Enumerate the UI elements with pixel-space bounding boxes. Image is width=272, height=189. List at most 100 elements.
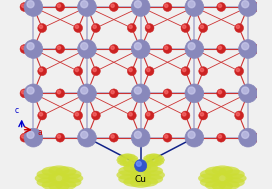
Circle shape [75,113,79,116]
Ellipse shape [123,163,144,173]
Circle shape [217,3,225,11]
Circle shape [217,89,225,98]
Ellipse shape [128,155,138,160]
Ellipse shape [155,157,165,163]
Circle shape [27,1,34,8]
Ellipse shape [78,0,96,1]
Circle shape [39,68,43,72]
Circle shape [24,0,43,16]
Circle shape [242,43,249,50]
Circle shape [24,84,43,103]
Circle shape [147,113,150,116]
Circle shape [111,46,114,50]
Circle shape [188,43,195,50]
Ellipse shape [126,161,136,166]
Circle shape [91,67,100,76]
Ellipse shape [118,174,140,184]
Text: c: c [15,106,19,115]
Ellipse shape [123,153,132,158]
Ellipse shape [146,161,156,166]
Ellipse shape [116,157,126,163]
Circle shape [183,113,186,116]
Circle shape [21,4,25,7]
Circle shape [56,45,65,53]
Circle shape [236,68,240,72]
Circle shape [111,4,114,7]
Circle shape [218,4,222,7]
Circle shape [185,128,204,147]
Circle shape [38,67,47,76]
Circle shape [81,43,88,50]
Circle shape [91,24,100,33]
Circle shape [185,84,204,103]
Ellipse shape [146,154,156,159]
Circle shape [200,68,204,72]
Circle shape [93,25,96,28]
Ellipse shape [130,170,151,180]
Ellipse shape [36,177,58,187]
Circle shape [163,89,172,98]
Ellipse shape [128,160,138,165]
Circle shape [218,135,222,138]
Circle shape [127,24,136,33]
Ellipse shape [120,161,129,166]
Circle shape [217,133,225,142]
Ellipse shape [126,154,136,159]
Circle shape [24,40,43,58]
Circle shape [134,131,141,138]
Circle shape [185,40,204,58]
Circle shape [163,133,172,142]
Circle shape [131,84,150,103]
Ellipse shape [149,157,159,163]
Circle shape [78,128,96,147]
Ellipse shape [130,162,151,172]
Circle shape [199,67,208,76]
Circle shape [239,0,257,16]
Circle shape [145,111,154,120]
Circle shape [127,67,136,76]
Ellipse shape [42,180,63,189]
Ellipse shape [218,167,240,176]
Circle shape [135,160,147,172]
Circle shape [147,25,150,28]
Circle shape [109,133,118,142]
Circle shape [145,67,154,76]
Circle shape [127,111,136,120]
Ellipse shape [143,160,153,165]
Circle shape [252,133,261,142]
Ellipse shape [154,155,164,160]
Circle shape [39,25,43,28]
Circle shape [57,135,61,138]
Circle shape [20,133,29,142]
Circle shape [252,45,261,53]
Circle shape [20,45,29,53]
Ellipse shape [152,161,162,166]
Ellipse shape [143,155,153,160]
Circle shape [218,90,222,94]
Ellipse shape [42,167,63,176]
Circle shape [129,113,132,116]
Circle shape [20,89,29,98]
Circle shape [109,45,118,53]
Circle shape [254,90,257,94]
Ellipse shape [144,170,165,180]
Ellipse shape [123,157,132,163]
Ellipse shape [224,177,245,187]
Circle shape [24,128,43,147]
Circle shape [242,1,249,8]
Circle shape [21,46,25,50]
Circle shape [74,67,83,76]
Circle shape [38,111,47,120]
Circle shape [129,25,132,28]
Circle shape [81,131,88,138]
Circle shape [91,111,100,120]
Circle shape [235,67,243,76]
Ellipse shape [123,162,132,167]
Circle shape [188,87,195,94]
Circle shape [165,90,168,94]
Circle shape [188,131,195,138]
Circle shape [78,0,96,16]
Circle shape [254,4,257,7]
Ellipse shape [185,0,203,1]
Ellipse shape [35,173,56,183]
